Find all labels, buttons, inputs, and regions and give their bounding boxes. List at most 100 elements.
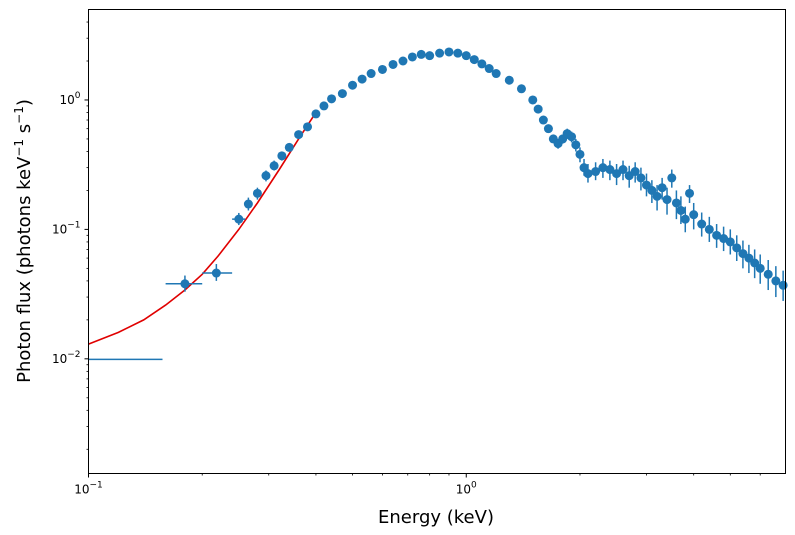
data-point — [504, 75, 514, 85]
data-marker — [477, 59, 487, 69]
data-marker — [348, 80, 358, 90]
data-point — [755, 254, 765, 284]
data-point — [453, 48, 463, 58]
data-point — [571, 138, 581, 152]
data-point — [252, 187, 262, 200]
data-point — [771, 266, 781, 298]
y-tick-label: 10−1 — [52, 220, 81, 236]
data-point — [778, 270, 788, 301]
data-marker — [407, 52, 417, 62]
data-marker — [180, 279, 190, 289]
data-point — [725, 229, 735, 255]
data-marker — [261, 171, 271, 181]
y-axis-label-s: s — [14, 124, 35, 139]
data-point — [294, 130, 304, 140]
data-marker — [671, 198, 681, 208]
data-marker — [652, 191, 662, 201]
data-marker — [243, 199, 253, 209]
data-marker — [680, 214, 690, 224]
data-point — [533, 104, 543, 114]
data-point — [583, 164, 593, 183]
data-point — [469, 55, 479, 65]
data-point — [612, 164, 622, 186]
data-marker — [311, 109, 321, 119]
data-point — [311, 109, 321, 119]
data-point — [277, 151, 287, 161]
data-marker — [533, 104, 543, 114]
data-marker — [685, 188, 695, 198]
y-axis-label-exp2: −1 — [12, 106, 26, 124]
data-marker — [605, 165, 615, 175]
data-point — [202, 264, 233, 281]
y-axis-label-main: Photon flux (photons keV — [14, 156, 35, 383]
data-marker — [327, 94, 337, 104]
data-point — [750, 249, 760, 279]
data-point — [303, 122, 313, 132]
data-point — [398, 56, 408, 66]
data-marker — [591, 167, 601, 177]
data-point — [484, 64, 494, 74]
axis-ticks: 10−1 100 10−2 10−1 100 — [52, 21, 761, 497]
data-point — [543, 124, 553, 134]
data-marker — [732, 243, 742, 253]
data-marker — [630, 167, 640, 177]
data-marker — [689, 210, 699, 220]
data-marker — [294, 130, 304, 140]
data-point — [732, 235, 742, 261]
data-point — [538, 115, 548, 125]
data-point — [477, 59, 487, 69]
data-marker — [538, 115, 548, 125]
data-point — [689, 202, 699, 230]
data-marker — [319, 101, 329, 111]
x-tick-label: 100 — [456, 481, 477, 497]
data-point — [636, 167, 646, 191]
data-marker — [657, 183, 667, 193]
x-axis-label: Energy (keV) — [378, 507, 494, 528]
data-marker — [303, 122, 313, 132]
data-point — [165, 275, 203, 292]
data-point — [348, 80, 358, 90]
data-marker — [667, 173, 677, 183]
data-point — [763, 260, 773, 291]
data-marker — [444, 47, 454, 57]
data-point — [704, 216, 714, 242]
x-tick-label: 10−1 — [74, 481, 103, 497]
data-point — [357, 74, 367, 84]
y-tick-label: 100 — [59, 91, 80, 107]
data-marker — [277, 151, 287, 161]
data-point — [319, 101, 329, 111]
data-point — [416, 49, 426, 59]
data-marker — [528, 95, 538, 105]
data-marker — [366, 69, 376, 79]
data-marker — [750, 258, 760, 268]
data-point — [232, 212, 246, 226]
data-marker — [453, 48, 463, 58]
data-point — [667, 169, 677, 188]
data-marker — [416, 49, 426, 59]
data-marker — [357, 74, 367, 84]
data-point — [377, 64, 387, 74]
data-marker — [211, 268, 221, 278]
data-point — [657, 177, 667, 200]
data-marker — [337, 89, 347, 99]
data-point — [647, 180, 657, 203]
data-marker — [284, 142, 294, 152]
data-point — [461, 51, 471, 61]
data-marker — [725, 237, 735, 247]
data-marker — [461, 51, 471, 61]
data-point — [591, 162, 601, 181]
data-point — [618, 160, 628, 181]
y-axis-label-exp1: −1 — [12, 139, 26, 157]
data-marker — [778, 280, 788, 290]
data-point — [444, 47, 454, 57]
data-point — [388, 59, 398, 69]
data-marker — [435, 48, 445, 58]
data-marker — [516, 84, 526, 94]
plot-area — [88, 47, 788, 361]
data-point — [261, 170, 271, 182]
data-marker — [575, 149, 585, 159]
data-marker — [388, 59, 398, 69]
data-marker — [484, 64, 494, 74]
data-point — [630, 162, 640, 183]
